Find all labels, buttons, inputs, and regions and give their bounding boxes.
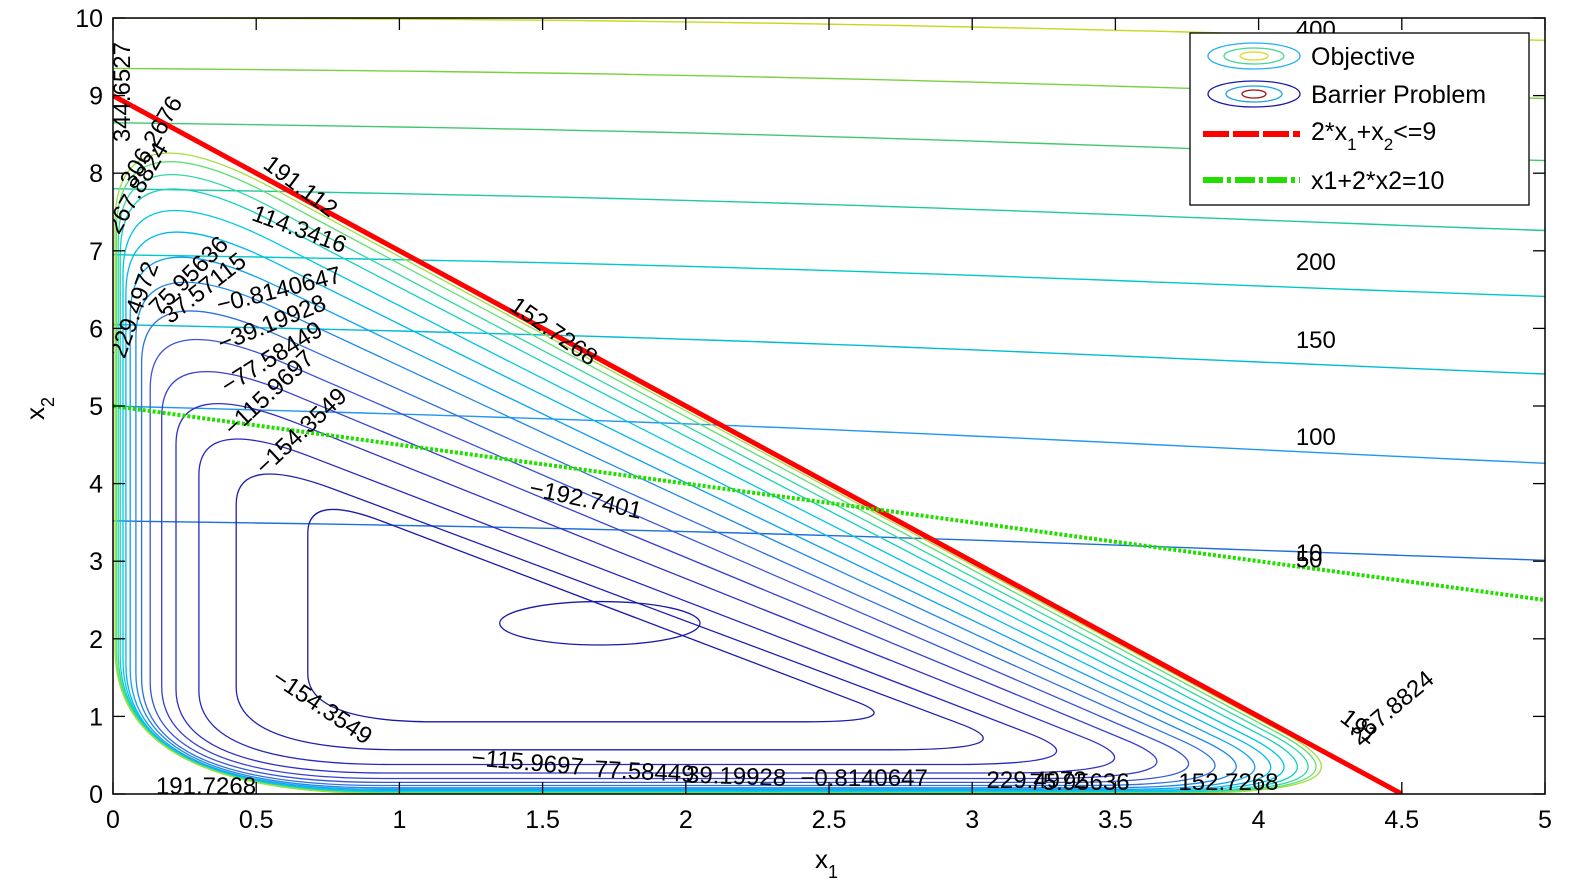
y-tick-label: 4: [89, 471, 103, 499]
y-axis-title: x2: [20, 397, 58, 420]
objective-contour-label: 50: [1296, 546, 1323, 573]
x-axis: 0 0.5 1 1.5 2 2.5 3 3.5 4 4.5 5: [106, 18, 1552, 834]
x-tick-label: 0: [106, 806, 120, 834]
y-tick-label: 8: [89, 160, 103, 188]
y-tick-label: 10: [75, 5, 103, 33]
barrier-contour-label: 229.4972: [987, 767, 1087, 794]
legend-label-barrier: Barrier Problem: [1311, 81, 1486, 109]
y-axis: 0 1 2 3 4 5 6 7 8 9 10: [75, 5, 1545, 809]
x-tick-label: 1.5: [525, 806, 560, 834]
y-tick-label: 6: [89, 315, 103, 343]
y-tick-label: 9: [89, 83, 103, 111]
barrier-contour-label: 152.7268: [1178, 769, 1278, 796]
barrier-contour: [235, 473, 984, 751]
barrier-contour: [307, 508, 875, 723]
barrier-contour-label: 75.95636: [1029, 769, 1129, 796]
objective-contour-label: 100: [1296, 424, 1336, 451]
x-tick-label: 2.5: [812, 806, 847, 834]
x-tick-label: 3: [965, 806, 979, 834]
legend-barrier-icon: [1207, 80, 1301, 108]
barrier-contours: [114, 152, 1322, 794]
legend-label-equality: x1+2*x2=10: [1311, 167, 1444, 195]
objective-contour-label: 150: [1296, 327, 1336, 354]
barrier-contour-label: 191.7268: [156, 773, 256, 800]
objective-contour: [113, 323, 1545, 375]
barrier-contour-inner: [499, 600, 701, 646]
barrier-contour: [149, 338, 1190, 784]
x-tick-label: 3.5: [1098, 806, 1133, 834]
barrier-contour-label: −154.3549: [267, 664, 377, 750]
constraint-line-inequality: [113, 93, 1403, 794]
y-tick-label: 3: [89, 548, 103, 576]
x-tick-label: 1: [392, 806, 406, 834]
barrier-contour-label: −192.7401: [527, 475, 644, 525]
barrier-contour-label: 77.58449: [594, 756, 695, 788]
x-tick-label: 5: [1538, 806, 1552, 834]
barrier-contour: [175, 403, 1116, 774]
legend-label-constraint: 2*x1+x2<=9: [1311, 118, 1436, 154]
constraint-lines: [113, 93, 1545, 794]
barrier-contour: [129, 256, 1256, 790]
barrier-contour: [161, 370, 1158, 780]
objective-contour: [113, 188, 1545, 232]
y-tick-label: 1: [89, 703, 103, 731]
legend-objective-icon: [1207, 42, 1301, 70]
barrier-contour: [140, 310, 1216, 787]
legend-label-objective: Objective: [1311, 43, 1415, 71]
barrier-contour: [114, 152, 1322, 794]
legend-box: [1189, 32, 1530, 206]
barrier-contour: [135, 281, 1237, 789]
legend: Objective Barrier Problem 2*x1+x2<=9 x1+…: [1189, 32, 1530, 206]
barrier-contour-label: 152.7268: [505, 292, 602, 372]
x-tick-label: 4.5: [1384, 806, 1419, 834]
y-tick-label: 5: [89, 393, 103, 421]
objective-contours: [113, 18, 1545, 561]
objective-contour: [113, 254, 1545, 298]
x-tick-label: 2: [679, 806, 693, 834]
x-tick-label: 4: [1252, 806, 1266, 834]
y-tick-label: 2: [89, 626, 103, 654]
objective-contour-label: 10: [1296, 540, 1323, 567]
y-tick-label: 7: [89, 238, 103, 266]
barrier-contour-label: −0.8140647: [800, 765, 927, 792]
constraint-line-equality: [113, 404, 1545, 602]
x-axis-title: x1: [815, 844, 838, 882]
x-tick-label: 0.5: [239, 806, 274, 834]
barrier-contour-label: 39.19928: [686, 761, 787, 791]
y-tick-label: 0: [89, 781, 103, 809]
barrier-contour-label: 344.6527: [109, 42, 136, 142]
objective-contour-label: 200: [1296, 249, 1336, 276]
barrier-contour-label: 267.8824: [1345, 665, 1439, 750]
objective-contour: [113, 520, 1545, 561]
barrier-contour: [198, 438, 1058, 766]
objective-contour: [113, 405, 1545, 464]
